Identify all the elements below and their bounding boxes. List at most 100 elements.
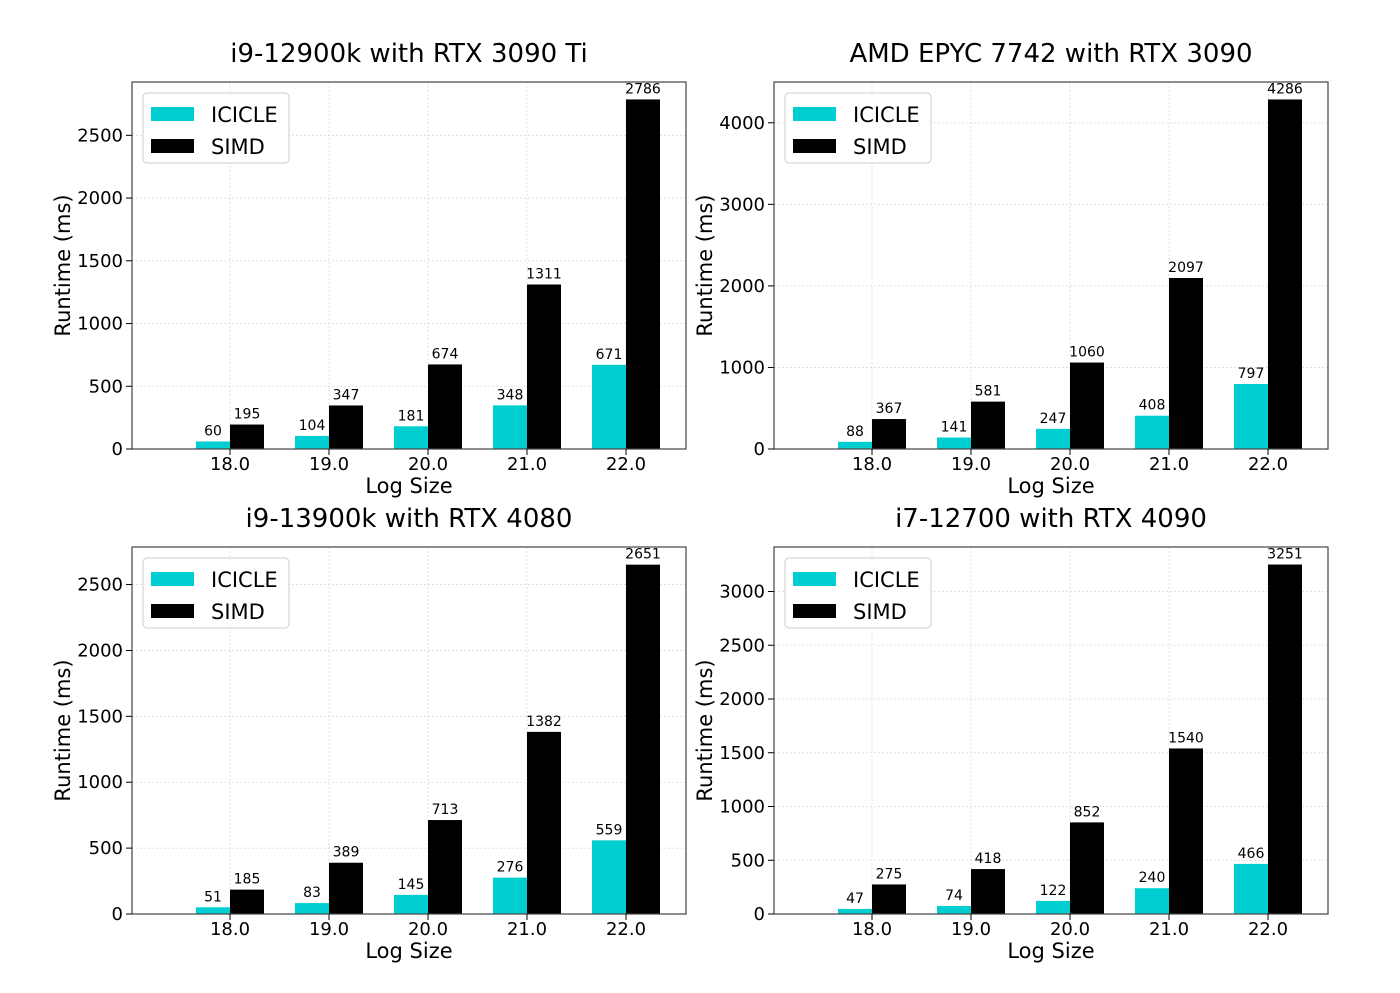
chart-panel-3: i9-13900k with RTX 4080 51 83 145 276 559 185 3… <box>51 504 687 963</box>
bar-icicle <box>1234 863 1268 914</box>
data-label-simd: 713 <box>432 802 459 818</box>
plot-frame <box>773 546 1329 915</box>
data-label-icicle: 797 <box>1238 366 1265 382</box>
bar-icicle <box>838 441 872 449</box>
data-label-icicle: 247 <box>1040 411 1067 427</box>
legend-swatch-icicle <box>151 572 194 586</box>
y-tick-label: 2000 <box>719 689 765 710</box>
bar-icicle <box>838 908 872 914</box>
bar-simd <box>329 862 363 914</box>
bar-simd <box>1070 362 1104 449</box>
legend-swatch-icicle <box>793 572 836 586</box>
bar-simd <box>1169 277 1203 449</box>
bar-icicle <box>394 426 428 449</box>
x-tick-label: 21.0 <box>1149 919 1189 940</box>
x-tick-label: 22.0 <box>1248 919 1288 940</box>
bar-simd <box>1268 99 1302 450</box>
y-tick-label: 2500 <box>719 635 765 656</box>
y-tick-label: 500 <box>731 850 765 871</box>
data-label-icicle: 122 <box>1040 883 1067 899</box>
data-label-simd: 1060 <box>1069 345 1105 361</box>
x-tick-label: 18.0 <box>210 454 250 475</box>
y-axis-label: Runtime (ms) <box>693 659 717 801</box>
bar-simd <box>527 731 561 914</box>
bar-icicle <box>1234 384 1268 449</box>
y-tick-label: 500 <box>89 376 123 397</box>
data-label-icicle: 559 <box>596 822 623 838</box>
legend-swatch-simd <box>151 604 194 618</box>
x-tick-label: 20.0 <box>1050 454 1090 475</box>
bar-simd <box>1070 822 1104 914</box>
y-tick-label: 2000 <box>719 276 765 297</box>
bar-icicle <box>1135 415 1169 449</box>
x-tick-label: 19.0 <box>309 919 349 940</box>
x-tick-label: 18.0 <box>852 454 892 475</box>
bar-icicle <box>493 405 527 449</box>
y-tick-label: 4000 <box>719 113 765 134</box>
y-axis-label: Runtime (ms) <box>51 659 75 801</box>
chart-title: i9-13900k with RTX 4080 <box>246 504 573 534</box>
plot-frame <box>131 546 687 915</box>
chart-title: i9-12900k with RTX 3090 Ti <box>230 39 587 69</box>
bar-simd <box>626 99 660 449</box>
legend-swatch-icicle <box>151 107 194 121</box>
data-label-simd: 1311 <box>526 267 562 283</box>
chart-panel-2: AMD EPYC 7742 with RTX 3090 88 141 247 408 79… <box>693 39 1329 498</box>
bar-simd <box>230 424 264 449</box>
x-tick-label: 20.0 <box>1050 919 1090 940</box>
bar-icicle <box>592 364 626 449</box>
legend-label-icicle: ICICLE <box>853 103 920 127</box>
data-label-icicle: 51 <box>204 889 222 905</box>
x-tick-label: 19.0 <box>951 919 991 940</box>
data-label-simd: 581 <box>975 384 1002 400</box>
legend: ICICLE SIMD <box>142 92 290 164</box>
x-tick-label: 19.0 <box>309 454 349 475</box>
legend-label-icicle: ICICLE <box>211 103 278 127</box>
x-tick-label: 20.0 <box>408 919 448 940</box>
bar-simd <box>329 405 363 449</box>
legend: ICICLE SIMD <box>142 557 290 629</box>
data-label-simd: 2097 <box>1168 260 1204 276</box>
data-label-icicle: 145 <box>398 877 425 893</box>
bar-simd <box>527 284 561 449</box>
x-tick-label: 20.0 <box>408 454 448 475</box>
y-tick-label: 2500 <box>77 575 123 596</box>
data-label-simd: 4286 <box>1267 81 1303 97</box>
chart-title: AMD EPYC 7742 with RTX 3090 <box>849 39 1252 69</box>
x-tick-label: 18.0 <box>210 919 250 940</box>
y-tick-label: 3000 <box>719 582 765 603</box>
data-label-simd: 1540 <box>1168 730 1204 746</box>
y-tick-label: 0 <box>112 439 123 460</box>
data-label-simd: 389 <box>333 845 360 861</box>
legend-label-icicle: ICICLE <box>853 568 920 592</box>
data-label-icicle: 671 <box>596 347 623 363</box>
bar-simd <box>1169 748 1203 914</box>
x-tick-label: 21.0 <box>507 919 547 940</box>
chart-title: i7-12700 with RTX 4090 <box>895 504 1207 534</box>
bar-simd <box>230 889 264 914</box>
data-label-simd: 2786 <box>625 81 661 97</box>
bar-simd <box>872 884 906 914</box>
x-tick-label: 22.0 <box>606 919 646 940</box>
data-label-simd: 3251 <box>1267 547 1303 563</box>
y-tick-label: 1000 <box>77 314 123 335</box>
data-label-simd: 195 <box>234 407 261 423</box>
y-axis-label: Runtime (ms) <box>51 194 75 336</box>
data-label-icicle: 240 <box>1139 870 1166 886</box>
bar-simd <box>1268 564 1302 914</box>
x-axis-label: Log Size <box>365 939 452 963</box>
bar-simd <box>971 869 1005 914</box>
y-tick-label: 1500 <box>77 251 123 272</box>
data-label-icicle: 74 <box>945 888 963 904</box>
bar-simd <box>872 419 906 449</box>
data-label-icicle: 141 <box>941 420 968 436</box>
chart-panel-4: i7-12700 with RTX 4090 47 74 122 240 466 275 41… <box>693 504 1329 963</box>
y-axis-label: Runtime (ms) <box>693 194 717 336</box>
data-label-icicle: 47 <box>846 891 864 907</box>
bar-icicle <box>295 435 329 449</box>
y-tick-label: 0 <box>754 439 765 460</box>
x-tick-label: 21.0 <box>507 454 547 475</box>
x-tick-label: 19.0 <box>951 454 991 475</box>
bar-simd <box>971 401 1005 449</box>
